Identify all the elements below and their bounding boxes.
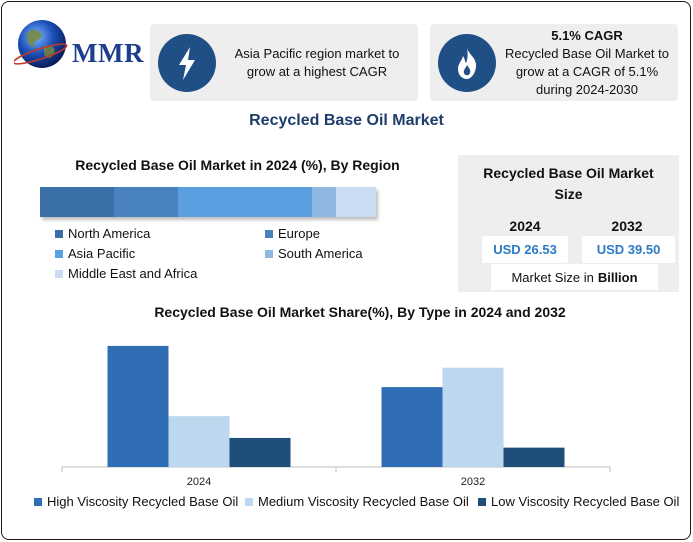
info-line: during 2024-2030 <box>536 81 638 97</box>
logo-text: MMR <box>72 38 144 68</box>
bar-segment-north-america <box>40 187 114 217</box>
bar-low-viscosity-recycled-base-oil-2032 <box>503 447 565 467</box>
value-2024: USD 26.53 <box>482 236 568 263</box>
globe-icon <box>12 20 68 68</box>
market-size-title: Recycled Base Oil Market Size <box>458 163 679 205</box>
legend-item-south-america: South America <box>265 246 363 261</box>
legend-label: High Viscosity Recycled Base Oil <box>47 494 239 509</box>
bar-high-viscosity-recycled-base-oil-2024 <box>107 345 169 467</box>
x-tick-label-2024: 2024 <box>187 476 211 488</box>
value-2032: USD 39.50 <box>582 236 675 263</box>
info-line: grow at a CAGR of 5.1% <box>515 63 659 79</box>
legend-swatch <box>265 249 273 258</box>
legend-swatch <box>265 229 273 238</box>
legend-item-north-america: North America <box>55 226 150 241</box>
legend-swatch <box>478 497 486 506</box>
legend-swatch <box>55 229 63 238</box>
cagr-card: 5.1% CAGR Recycled Base Oil Market to gr… <box>430 24 678 101</box>
legend-label: North America <box>68 226 151 241</box>
legend-label: Middle East and Africa <box>68 266 198 281</box>
legend-swatch <box>55 269 63 278</box>
bar-segment-asia-pacific <box>177 187 313 217</box>
info-line: Asia Pacific region market to <box>234 45 400 61</box>
flame-icon <box>438 34 496 92</box>
market-size-footnote: Market Size in Billion <box>491 264 658 290</box>
type-chart-title: Recycled Base Oil Market Share(%), By Ty… <box>154 304 566 320</box>
info-card-text: Asia Pacific region market to grow at a … <box>222 24 412 101</box>
market-size-title-line: Size <box>554 186 583 202</box>
legend-label: Low Viscosity Recycled Base Oil <box>491 494 680 509</box>
bar-segment-south-america <box>312 187 336 217</box>
legend-item-asia-pacific: Asia Pacific <box>55 246 135 261</box>
bar-medium-viscosity-recycled-base-oil-2032 <box>442 367 504 467</box>
bar-medium-viscosity-recycled-base-oil-2024 <box>168 416 230 467</box>
legend-label: South America <box>278 246 363 261</box>
cagr-heading: 5.1% CAGR <box>551 27 623 43</box>
region-stacked-bar <box>40 187 376 217</box>
info-line: Recycled Base Oil Market to <box>504 45 669 61</box>
legend-item-low-viscosity-recycled-base-oil: Low Viscosity Recycled Base Oil <box>478 494 679 509</box>
logo: MMR <box>12 16 144 72</box>
x-tick-label-2032: 2032 <box>461 476 485 488</box>
info-card-text: 5.1% CAGR Recycled Base Oil Market to gr… <box>502 24 672 101</box>
footnote-unit: Billion <box>597 269 638 285</box>
info-line: grow at a highest CAGR <box>246 63 388 79</box>
bar-high-viscosity-recycled-base-oil-2032 <box>381 387 443 467</box>
year-2024-label: 2024 <box>509 218 541 234</box>
legend-label: Medium Viscosity Recycled Base Oil <box>258 494 469 509</box>
region-chart-title: Recycled Base Oil Market in 2024 (%), By… <box>75 157 400 173</box>
legend-item-europe: Europe <box>265 226 320 241</box>
legend-swatch <box>245 497 253 506</box>
bar-segment-europe <box>113 187 178 217</box>
legend-item-middle-east-and-africa: Middle East and Africa <box>55 266 197 281</box>
year-2032-label: 2032 <box>611 218 643 234</box>
asia-pacific-cagr-card: Asia Pacific region market to grow at a … <box>150 24 418 101</box>
main-title: Recycled Base Oil Market <box>249 112 444 129</box>
footnote-prefix: Market Size in <box>511 269 594 285</box>
bar-segment-middle-east-and-africa <box>335 187 376 217</box>
legend-swatch <box>55 249 63 258</box>
legend-item-medium-viscosity-recycled-base-oil: Medium Viscosity Recycled Base Oil <box>245 494 469 509</box>
bar-low-viscosity-recycled-base-oil-2024 <box>229 437 291 467</box>
legend-swatch <box>34 497 42 506</box>
market-size-card: Recycled Base Oil Market Size 2024 2032 … <box>458 155 679 292</box>
market-size-title-line: Recycled Base Oil Market <box>483 165 654 181</box>
legend-label: Europe <box>278 226 320 241</box>
legend-label: Asia Pacific <box>68 246 136 261</box>
legend-item-high-viscosity-recycled-base-oil: High Viscosity Recycled Base Oil <box>34 494 238 509</box>
lightning-bolt-icon <box>158 34 216 92</box>
